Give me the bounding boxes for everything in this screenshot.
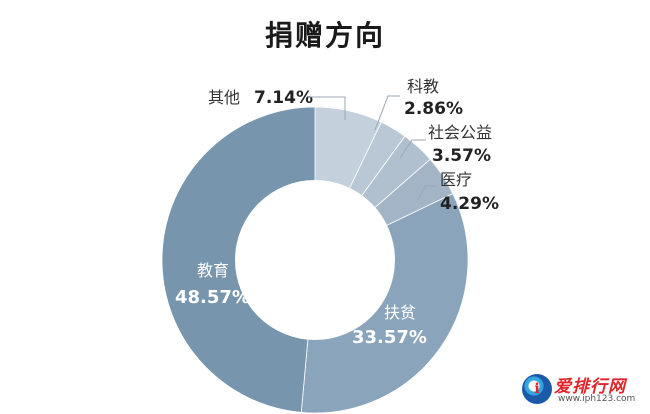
leader-line: [417, 185, 436, 201]
slice-label-value: 7.14%: [254, 88, 313, 108]
info-i-icon: i: [522, 374, 552, 404]
leader-line: [308, 96, 346, 120]
leader-line: [374, 95, 400, 131]
slice-label-value: 3.57%: [432, 146, 491, 166]
slice-label-name: 科教: [407, 77, 439, 96]
watermark: i 爱排行网 www.iph123.com: [522, 370, 636, 408]
slice-label-name: 扶贫: [384, 303, 416, 322]
slice-label-value: 48.57%: [175, 287, 250, 308]
slice-label-name: 其他: [208, 88, 240, 107]
donut-hole: [235, 180, 395, 340]
slice-label-value: 33.57%: [352, 327, 427, 348]
chart-title: 捐赠方向: [264, 19, 385, 52]
watermark-url: www.iph123.com: [558, 394, 636, 404]
slice-label-value: 2.86%: [404, 99, 463, 119]
slice-label-value: 4.29%: [440, 194, 499, 214]
slice-label-name: 社会公益: [428, 123, 492, 142]
slice-label-name: 教育: [197, 261, 229, 280]
leader-line: [399, 139, 426, 159]
slice-label-name: 医疗: [440, 170, 472, 189]
watermark-text: 爱排行网: [554, 377, 626, 397]
